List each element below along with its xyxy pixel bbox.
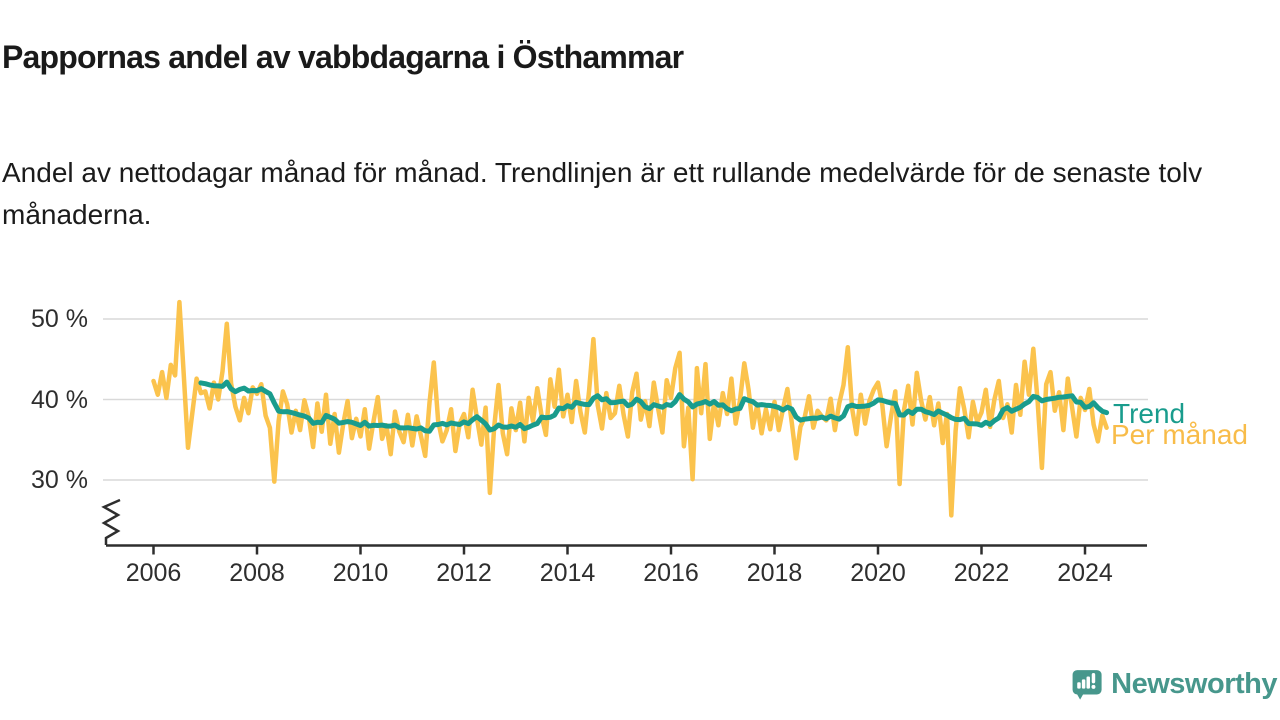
x-axis-tick-label: 2018 [746, 559, 803, 587]
chart-subtitle: Andel av nettodagar månad för månad. Tre… [2, 157, 1203, 230]
x-axis-tick-label: 2020 [850, 559, 906, 587]
brand-name: Newsworthy [1111, 667, 1277, 700]
x-axis-tick-label: 2010 [332, 559, 389, 587]
axis-break-icon [101, 498, 121, 545]
legend-per-manad-label: Per månad [1111, 419, 1248, 450]
per-manad-line [151, 299, 1109, 518]
x-axis-tick-label: 2024 [1057, 559, 1113, 587]
exclamation-dot [1091, 684, 1096, 689]
x-axis-tick-label: 2008 [229, 559, 285, 587]
page-title: Pappornas andel av vabbdagarna i Östhamm… [2, 39, 684, 76]
x-axis-tick-label: 2016 [643, 559, 699, 587]
bar-1 [1077, 682, 1081, 689]
newsworthy-bubble-icon [1072, 670, 1102, 700]
legend-trend-label: Trend [1113, 398, 1186, 429]
y-axis-tick-label: 40 % [31, 385, 88, 414]
trend-line [198, 379, 1110, 434]
y-axis-tick-label: 50 % [31, 305, 88, 333]
x-axis-tick-label: 2022 [953, 559, 1010, 587]
x-axis-tick-label: 2012 [436, 559, 492, 587]
newsworthy-logo[interactable]: Newsworthy [1072, 655, 1277, 713]
y-axis-tick-label: 30 % [31, 466, 88, 494]
bar-3 [1086, 676, 1090, 689]
x-axis-tick-label: 2006 [125, 559, 182, 587]
exclamation-bar [1091, 672, 1096, 684]
bar-2 [1081, 679, 1086, 689]
x-axis-tick-label: 2014 [539, 559, 596, 587]
